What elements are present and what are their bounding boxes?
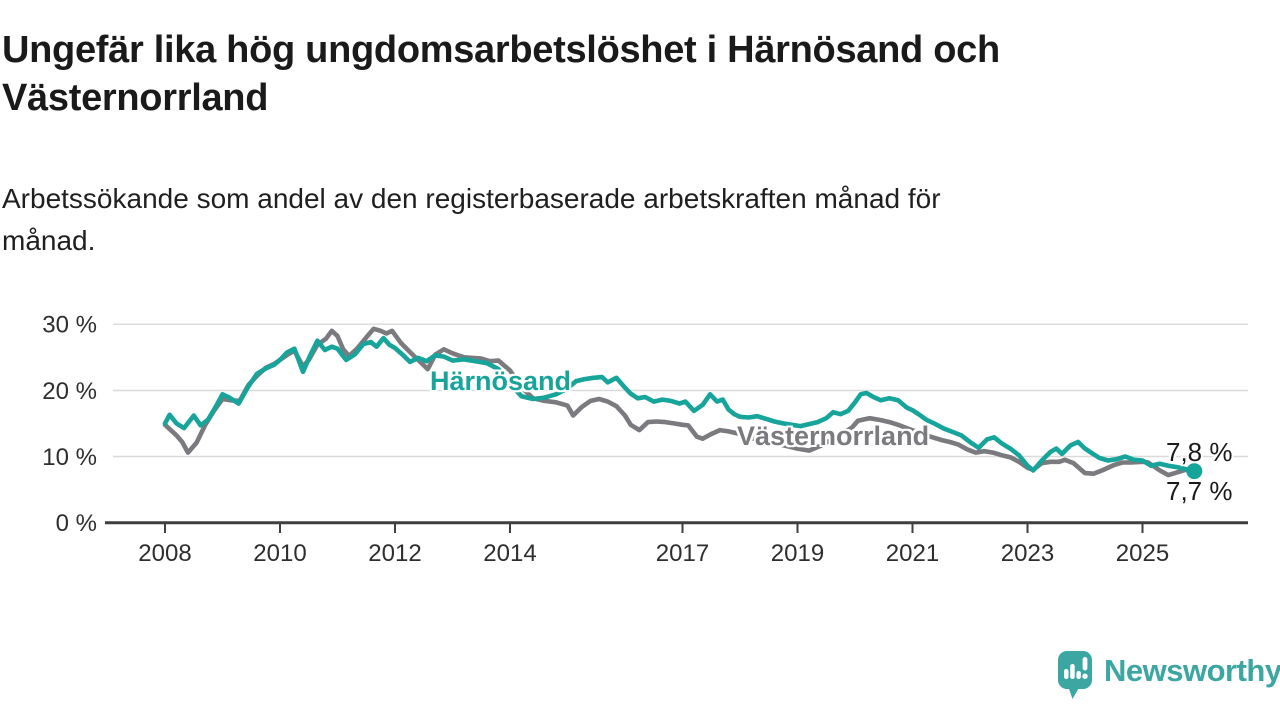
chart-title: Ungefär lika hög ungdomsarbetslöshet i H… <box>2 26 1272 122</box>
chart-title-line-1: Ungefär lika hög ungdomsarbetslöshet i H… <box>2 29 1000 71</box>
x-tick-label-2019: 2019 <box>771 540 824 567</box>
series-label-vasternorrland: Västernorrland <box>737 421 930 451</box>
newsworthy-logo: Newsworthy <box>1057 650 1280 703</box>
x-tick-label-2010: 2010 <box>253 540 306 567</box>
harnosand-end-dot <box>1186 463 1203 480</box>
x-tick-label-2017: 2017 <box>656 540 709 567</box>
end-label-vasternorrland: 7,7 % <box>1166 476 1233 506</box>
x-tick-label-2025: 2025 <box>1116 540 1169 567</box>
unemployment-line-chart: 30 % 20 % 10 % 0 % 2008 2010 2012 2014 2… <box>42 312 1248 567</box>
speech-bubble-bar-chart-icon <box>1058 651 1092 699</box>
y-tick-label-20: 20 % <box>42 378 97 405</box>
newsworthy-logo-text: Newsworthy <box>1104 652 1280 688</box>
y-tick-label-10: 10 % <box>42 444 97 471</box>
x-tick-label-2023: 2023 <box>1001 540 1054 567</box>
end-label-harnosand: 7,8 % <box>1166 437 1233 467</box>
chart-title-line-2: Västernorrland <box>2 77 269 119</box>
x-tick-label-2014: 2014 <box>483 540 536 567</box>
series-line-harnosand <box>162 335 1197 474</box>
chart-subtitle: Arbetssökande som andel av den registerb… <box>2 178 1212 262</box>
series-label-harnosand: Härnösand <box>430 366 572 396</box>
x-tick-label-2012: 2012 <box>368 540 421 567</box>
y-tick-label-0: 0 % <box>56 510 97 537</box>
y-tick-label-30: 30 % <box>42 312 97 339</box>
chart-subtitle-line-1: Arbetssökande som andel av den registerb… <box>2 183 941 214</box>
x-tick-label-2008: 2008 <box>138 540 191 567</box>
chart-subtitle-line-2: månad. <box>2 225 96 256</box>
x-tick-label-2021: 2021 <box>886 540 939 567</box>
